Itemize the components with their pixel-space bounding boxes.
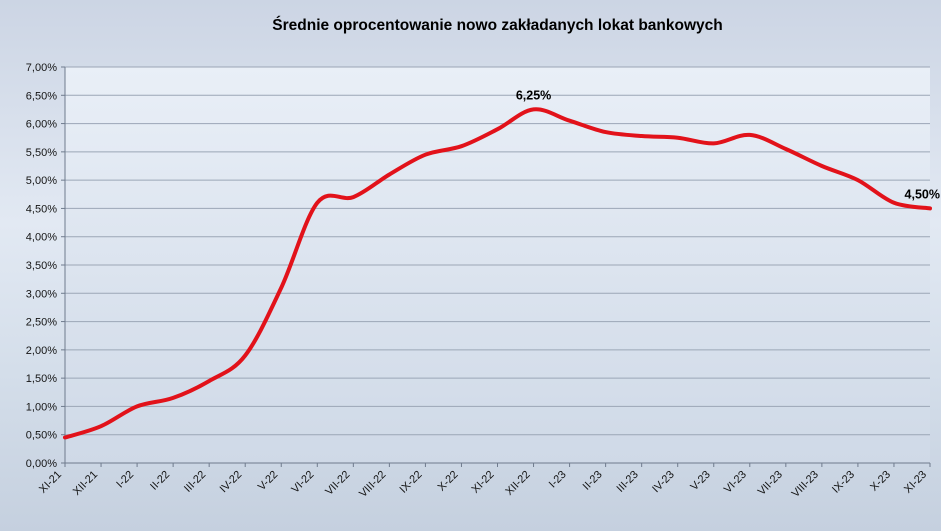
x-axis-tick-label: III-22 <box>182 469 208 495</box>
y-axis-tick-label: 3,00% <box>26 288 57 300</box>
x-axis-tick-label: XII-21 <box>71 469 100 498</box>
x-axis-tick-label: VII-23 <box>756 469 785 498</box>
data-label: 6,25% <box>516 88 551 102</box>
x-axis-tick-label: IX-23 <box>830 469 857 496</box>
y-axis-tick-label: 4,50% <box>26 203 57 215</box>
x-axis-tick-label: II-23 <box>581 469 605 493</box>
x-axis-tick-label: IV-22 <box>218 469 245 496</box>
y-axis-tick-label: 2,00% <box>26 345 57 357</box>
x-axis-tick-label: V-22 <box>256 469 280 493</box>
x-axis-tick-label: VIII-23 <box>790 469 821 500</box>
x-axis-tick-label: X-23 <box>868 469 893 494</box>
x-axis-tick-label: XI-23 <box>902 469 929 496</box>
y-axis-tick-label: 2,50% <box>26 317 57 329</box>
y-axis-tick-label: 1,50% <box>26 373 57 385</box>
x-axis-tick-label: II-22 <box>148 469 172 493</box>
y-axis-tick-label: 0,00% <box>26 458 57 470</box>
y-axis-tick-label: 0,50% <box>26 430 57 442</box>
x-axis-tick-label: III-23 <box>615 469 641 495</box>
y-axis-tick-label: 6,50% <box>26 90 57 102</box>
y-axis-tick-label: 1,00% <box>26 401 57 413</box>
y-axis-tick-label: 3,50% <box>26 260 57 272</box>
y-axis-tick-label: 5,00% <box>26 175 57 187</box>
y-axis-tick-label: 7,00% <box>26 62 57 74</box>
chart-title: Średnie oprocentowanie nowo zakładanych … <box>272 17 723 34</box>
y-axis-tick-label: 6,00% <box>26 119 57 131</box>
x-axis-tick-label: XI-22 <box>470 469 497 496</box>
x-axis-tick-label: V-23 <box>688 469 712 493</box>
x-axis-tick-label: I-23 <box>547 469 569 491</box>
x-axis-tick-label: XII-22 <box>503 469 532 498</box>
y-axis-tick-label: 4,00% <box>26 232 57 244</box>
x-axis-tick-label: VII-22 <box>323 469 352 498</box>
series-line <box>63 107 932 440</box>
x-axis-tick-label: VI-23 <box>722 469 749 496</box>
x-axis-tick-label: I-22 <box>114 469 136 491</box>
x-axis-tick-label: VI-22 <box>289 469 316 496</box>
x-axis-tick-label: IX-22 <box>397 469 424 496</box>
x-axis-tick-label: VIII-22 <box>357 469 388 500</box>
data-label: 4,50% <box>905 187 940 201</box>
x-axis-tick-label: XI-21 <box>37 469 64 496</box>
x-axis-tick-label: IV-23 <box>650 469 677 496</box>
y-axis-tick-label: 5,50% <box>26 147 57 159</box>
x-axis-tick-label: X-22 <box>436 469 461 494</box>
